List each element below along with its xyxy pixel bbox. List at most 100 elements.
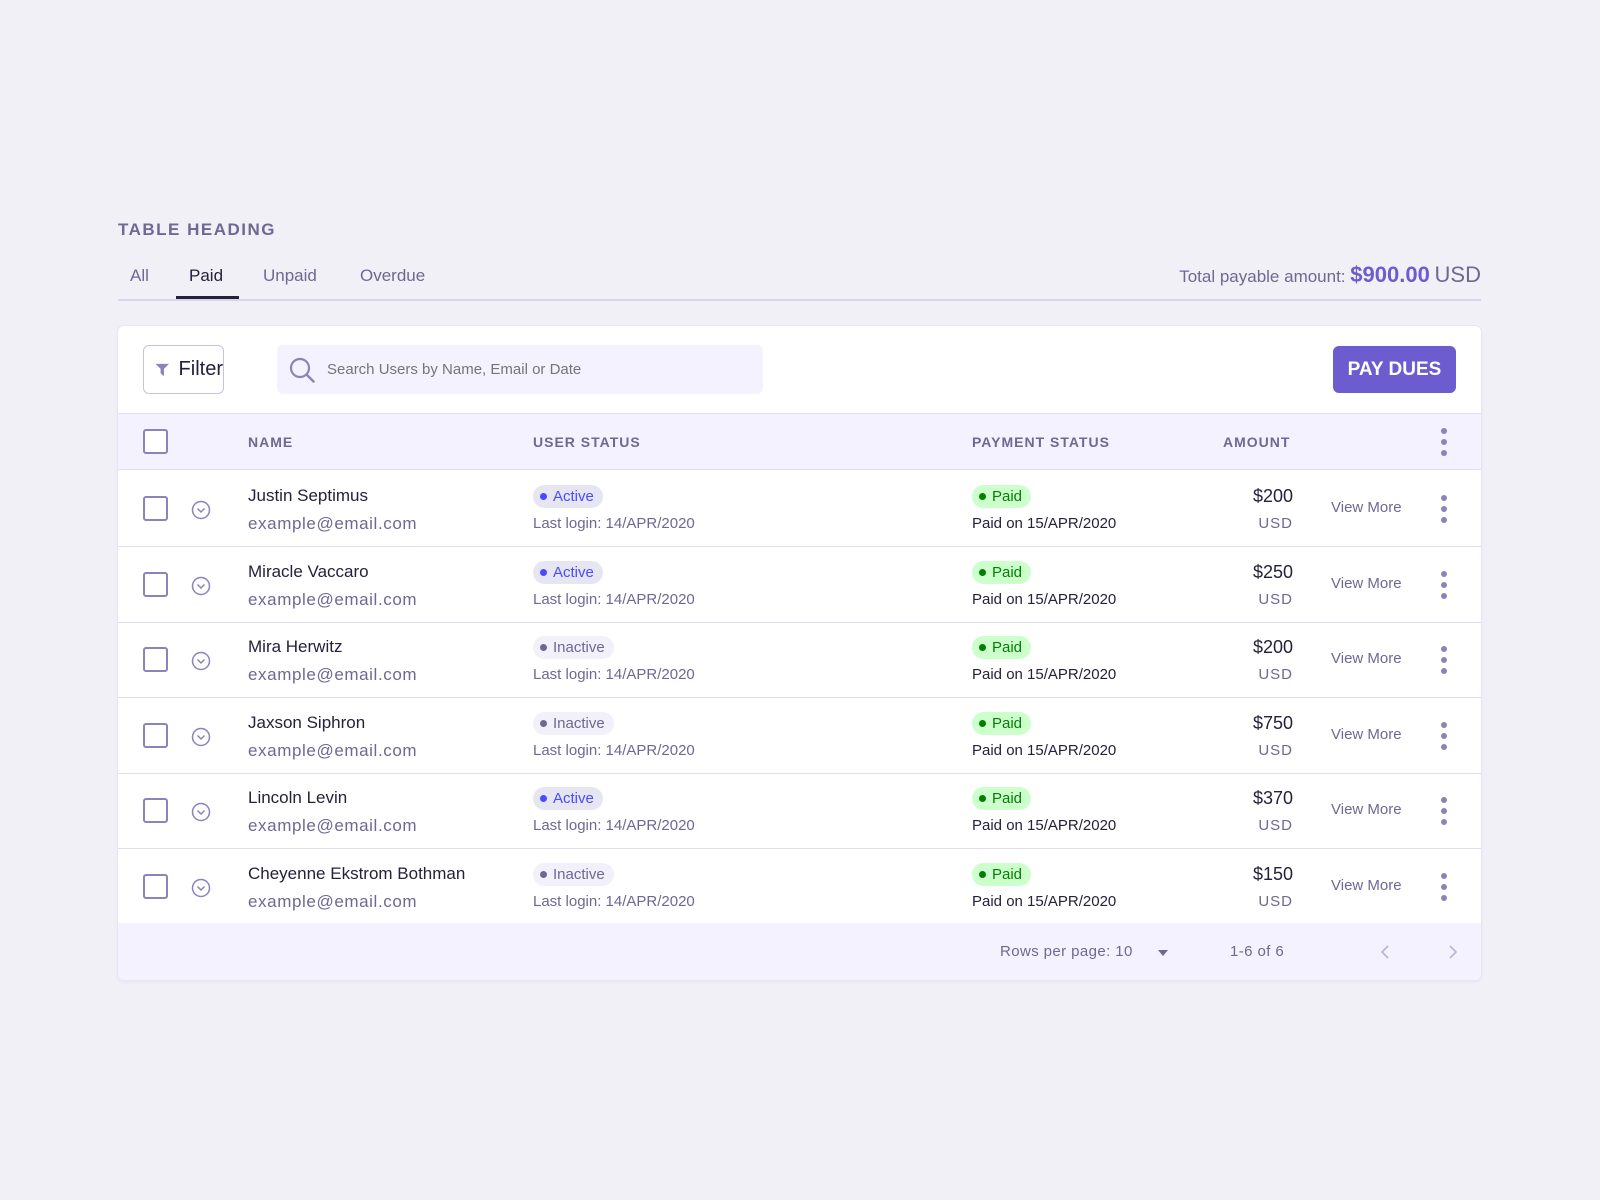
total-currency: USD xyxy=(1434,262,1481,287)
amount-currency: USD xyxy=(1258,741,1293,759)
tab-unpaid[interactable]: Unpaid xyxy=(263,266,317,285)
search-icon xyxy=(289,357,315,383)
row-options-icon[interactable] xyxy=(1439,797,1449,825)
last-login: Last login: 14/APR/2020 xyxy=(533,817,695,834)
table-footer: Rows per page: 10 1-6 of 6 xyxy=(118,923,1481,980)
expand-chevron-icon[interactable] xyxy=(191,500,211,520)
payment-status-label: Paid xyxy=(992,790,1023,807)
row-options-icon[interactable] xyxy=(1439,570,1449,599)
user-status-label: Inactive xyxy=(553,714,605,732)
column-amount[interactable]: AMOUNT xyxy=(1223,434,1291,450)
row-checkbox[interactable] xyxy=(143,496,168,521)
paid-on-date: Paid on 15/APR/2020 xyxy=(972,515,1117,532)
row-options-icon[interactable] xyxy=(1439,721,1449,750)
payment-status-label: Paid xyxy=(992,639,1023,656)
payment-status-label: Paid xyxy=(992,563,1023,581)
user-status-badge: Active xyxy=(533,485,603,508)
paid-on-date: Paid on 15/APR/2020 xyxy=(972,741,1117,759)
filter-label: Filter xyxy=(178,358,223,380)
user-name: Miracle Vaccaro xyxy=(248,561,369,581)
chevron-right-icon[interactable] xyxy=(1448,944,1458,960)
paid-on-date: Paid on 15/APR/2020 xyxy=(972,892,1117,910)
view-more-link[interactable]: View More xyxy=(1331,574,1402,592)
view-more-link[interactable]: View More xyxy=(1331,876,1402,894)
table-card: Filter PAY DUES NAME USER STATUS PAYMENT… xyxy=(118,326,1481,980)
total-payable: Total payable amount: $900.00 USD xyxy=(1179,262,1481,288)
amount: $200 xyxy=(1252,486,1293,506)
amount-currency: USD xyxy=(1258,892,1293,910)
column-payment-status[interactable]: PAYMENT STATUS xyxy=(972,434,1110,450)
expand-chevron-icon[interactable] xyxy=(191,802,211,822)
caret-down-icon[interactable] xyxy=(1157,949,1169,957)
tab-all[interactable]: All xyxy=(130,266,149,285)
expand-chevron-icon[interactable] xyxy=(191,727,211,747)
chevron-left-icon[interactable] xyxy=(1380,944,1390,960)
amount-currency: USD xyxy=(1258,817,1293,834)
tab-overdue[interactable]: Overdue xyxy=(360,266,426,285)
pay-dues-button[interactable]: PAY DUES xyxy=(1333,346,1456,393)
user-status-label: Inactive xyxy=(553,639,605,656)
payment-status-label: Paid xyxy=(992,488,1023,505)
user-status-badge: Inactive xyxy=(533,862,614,886)
pagination-range: 1-6 of 6 xyxy=(1230,943,1285,960)
filter-button[interactable]: Filter xyxy=(143,345,224,394)
user-email: example@email.com xyxy=(248,891,418,911)
filter-icon xyxy=(155,363,169,376)
user-name: Lincoln Levin xyxy=(248,788,348,807)
row-options-icon[interactable] xyxy=(1439,495,1449,523)
column-name[interactable]: NAME xyxy=(248,434,294,450)
row-options-icon[interactable] xyxy=(1439,872,1449,901)
expand-chevron-icon[interactable] xyxy=(191,651,211,671)
amount: $200 xyxy=(1252,637,1293,657)
amount-currency: USD xyxy=(1258,666,1293,683)
more-options-icon[interactable] xyxy=(1439,428,1449,456)
view-more-link[interactable]: View More xyxy=(1331,725,1402,743)
amount-currency: USD xyxy=(1258,590,1293,608)
row-checkbox[interactable] xyxy=(143,873,168,899)
payment-status-badge: Paid xyxy=(972,560,1032,584)
amount: $250 xyxy=(1252,561,1293,582)
table-row: Mira Herwitz example@email.com Inactive … xyxy=(118,622,1481,698)
tab-paid[interactable]: Paid xyxy=(189,266,224,285)
payment-status-badge: Paid xyxy=(972,862,1032,886)
row-checkbox[interactable] xyxy=(143,798,168,823)
search-input[interactable] xyxy=(327,361,747,378)
last-login: Last login: 14/APR/2020 xyxy=(533,741,695,759)
payment-status-badge: Paid xyxy=(972,485,1032,508)
user-status-badge: Inactive xyxy=(533,636,614,659)
user-status-badge: Inactive xyxy=(533,711,614,735)
view-more-link[interactable]: View More xyxy=(1331,801,1402,818)
total-label: Total payable amount: xyxy=(1179,267,1346,286)
user-email: example@email.com xyxy=(248,740,418,760)
row-checkbox[interactable] xyxy=(143,571,168,597)
view-more-link[interactable]: View More xyxy=(1331,650,1402,667)
table-heading: TABLE HEADING xyxy=(118,220,277,239)
paid-on-date: Paid on 15/APR/2020 xyxy=(972,590,1117,608)
paid-on-date: Paid on 15/APR/2020 xyxy=(972,817,1117,834)
user-status-label: Active xyxy=(553,488,594,505)
expand-chevron-icon[interactable] xyxy=(191,576,211,596)
select-all-checkbox[interactable] xyxy=(143,429,168,454)
column-user-status[interactable]: USER STATUS xyxy=(533,434,641,450)
last-login: Last login: 14/APR/2020 xyxy=(533,590,695,608)
table-row: Jaxson Siphron example@email.com Inactiv… xyxy=(118,698,1481,774)
amount-currency: USD xyxy=(1258,515,1293,532)
last-login: Last login: 14/APR/2020 xyxy=(533,892,695,910)
rows-per-page[interactable]: Rows per page: 10 xyxy=(1000,943,1133,960)
expand-chevron-icon[interactable] xyxy=(191,878,211,898)
amount: $370 xyxy=(1252,788,1293,808)
last-login: Last login: 14/APR/2020 xyxy=(533,515,695,532)
table-row: Cheyenne Ekstrom Bothman example@email.c… xyxy=(118,849,1481,925)
row-checkbox[interactable] xyxy=(143,722,168,748)
user-status-badge: Active xyxy=(533,787,603,810)
payment-status-badge: Paid xyxy=(972,787,1032,810)
view-more-link[interactable]: View More xyxy=(1331,499,1402,516)
tab-bar: All Paid Unpaid Overdue Total payable am… xyxy=(118,262,1481,301)
user-name: Cheyenne Ekstrom Bothman xyxy=(248,863,466,883)
user-email: example@email.com xyxy=(248,589,418,609)
row-options-icon[interactable] xyxy=(1439,646,1449,674)
user-name: Jaxson Siphron xyxy=(248,712,366,732)
payment-status-label: Paid xyxy=(992,714,1023,732)
user-email: example@email.com xyxy=(248,514,418,533)
row-checkbox[interactable] xyxy=(143,647,168,672)
